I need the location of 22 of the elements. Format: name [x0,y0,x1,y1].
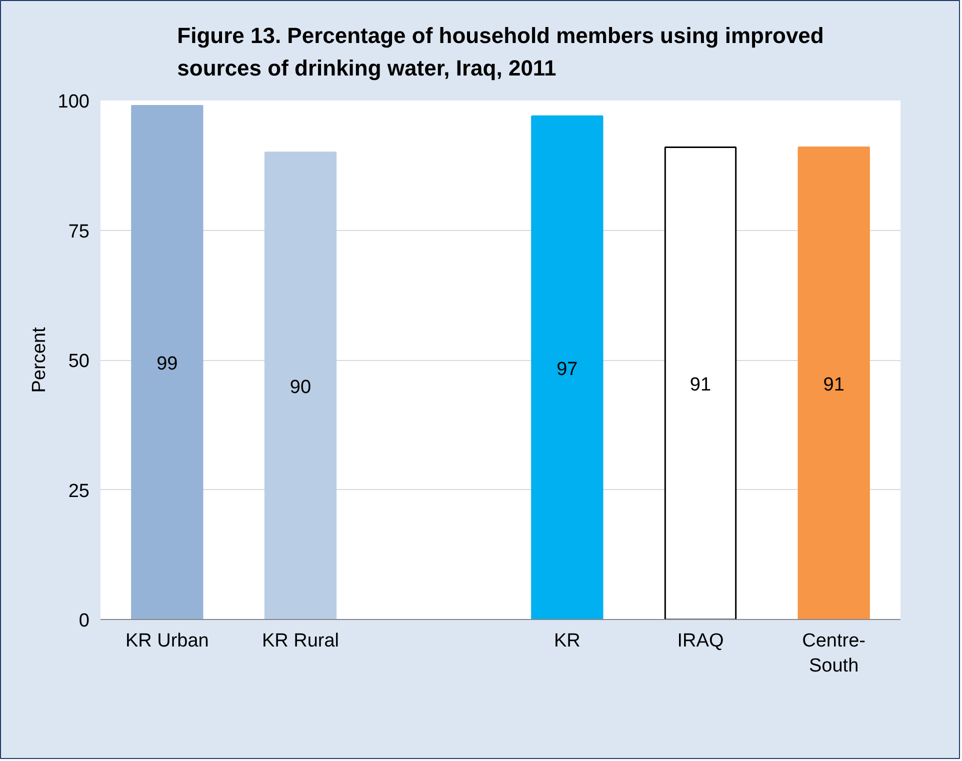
data-label: 91 [690,374,712,396]
bar [531,115,604,620]
y-tick-label: 50 [68,351,90,372]
x-tick-label: Centre-South [802,630,866,677]
bar [264,152,337,620]
bar [131,104,204,620]
y-tick-label: 75 [68,221,90,242]
x-tick-label: KR [554,630,580,652]
data-label: 91 [823,374,844,396]
y-tick-label: 25 [68,480,90,502]
y-tick-label: 100 [58,92,90,112]
x-tick-label: IRAQ [677,630,724,652]
bar [664,146,737,620]
y-tick-label: 0 [78,610,90,632]
x-tick-label: KR Rural [262,630,340,652]
data-label: 99 [156,354,178,375]
chart-title: Figure 13. Percentage of household members using improved sources of drinking water, Iraq, 2011 [177,23,824,80]
y-axis-title: Percent [28,326,50,393]
x-tick-label: KR Urban [125,630,209,652]
data-label: 97 [556,358,578,380]
bar [798,146,870,620]
data-label: 90 [290,376,312,398]
